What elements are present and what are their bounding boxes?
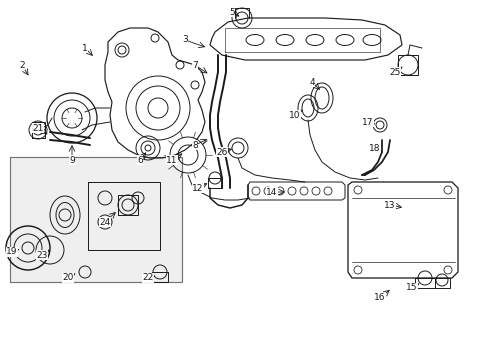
- Text: 16: 16: [373, 293, 385, 302]
- Text: 11: 11: [166, 156, 177, 165]
- Text: 6: 6: [137, 156, 142, 165]
- Text: 22: 22: [142, 274, 153, 283]
- Text: 21: 21: [32, 123, 43, 132]
- Text: 19: 19: [6, 248, 18, 256]
- Text: 25: 25: [388, 68, 400, 77]
- Text: 9: 9: [69, 156, 75, 165]
- Text: 17: 17: [362, 117, 373, 126]
- Text: 4: 4: [308, 77, 314, 86]
- Text: 5: 5: [229, 8, 234, 17]
- Text: 3: 3: [182, 36, 187, 45]
- Text: 13: 13: [384, 201, 395, 210]
- Text: 10: 10: [289, 111, 300, 120]
- Text: 1: 1: [82, 44, 88, 53]
- Text: 12: 12: [192, 184, 203, 193]
- Text: 2: 2: [19, 60, 25, 69]
- Text: 14: 14: [266, 188, 277, 197]
- Text: 8: 8: [192, 140, 198, 149]
- Text: 18: 18: [368, 144, 380, 153]
- Text: 20: 20: [62, 274, 74, 283]
- Text: 7: 7: [192, 60, 198, 69]
- Text: 26: 26: [216, 148, 227, 157]
- Text: 23: 23: [36, 251, 48, 260]
- Text: 24: 24: [99, 217, 110, 226]
- Text: 15: 15: [406, 284, 417, 292]
- Bar: [10, 157, 182, 282]
